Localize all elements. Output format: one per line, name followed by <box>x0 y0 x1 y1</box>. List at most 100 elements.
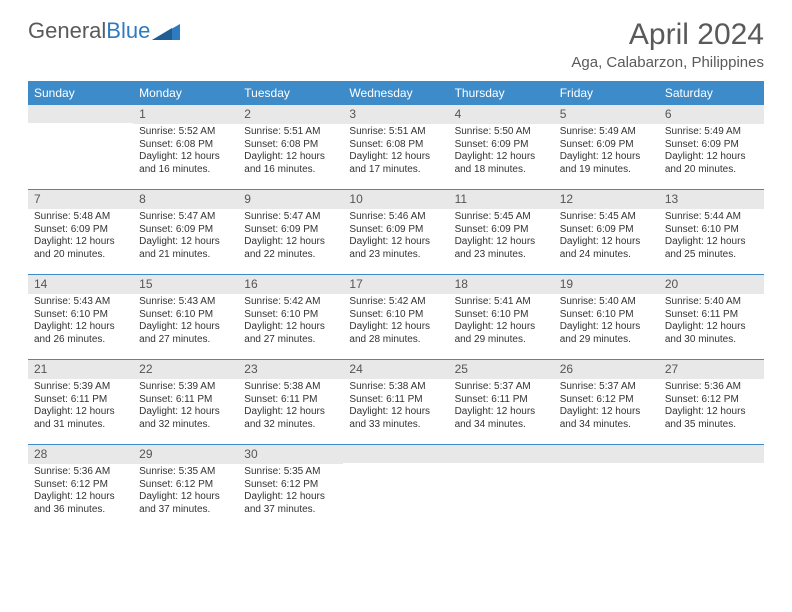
day-body: Sunrise: 5:52 AMSunset: 6:08 PMDaylight:… <box>133 124 238 180</box>
sunrise-text: Sunrise: 5:39 AM <box>34 381 127 394</box>
sunrise-text: Sunrise: 5:45 AM <box>560 211 653 224</box>
day-number: 17 <box>343 275 448 294</box>
sunrise-text: Sunrise: 5:44 AM <box>665 211 758 224</box>
day-cell: 22Sunrise: 5:39 AMSunset: 6:11 PMDayligh… <box>133 360 238 444</box>
day-body: Sunrise: 5:49 AMSunset: 6:09 PMDaylight:… <box>554 124 659 180</box>
sunrise-text: Sunrise: 5:39 AM <box>139 381 232 394</box>
day-body: Sunrise: 5:45 AMSunset: 6:09 PMDaylight:… <box>554 209 659 265</box>
daylight-text: Daylight: 12 hours and 16 minutes. <box>139 151 232 176</box>
dow-tuesday: Tuesday <box>238 81 343 105</box>
day-number: 20 <box>659 275 764 294</box>
daylight-text: Daylight: 12 hours and 22 minutes. <box>244 236 337 261</box>
day-cell: 18Sunrise: 5:41 AMSunset: 6:10 PMDayligh… <box>449 275 554 359</box>
daylight-text: Daylight: 12 hours and 37 minutes. <box>244 491 337 516</box>
sunrise-text: Sunrise: 5:45 AM <box>455 211 548 224</box>
logo-triangle-icon <box>152 22 180 40</box>
day-number: 28 <box>28 445 133 464</box>
day-body: Sunrise: 5:45 AMSunset: 6:09 PMDaylight:… <box>449 209 554 265</box>
day-number: 13 <box>659 190 764 209</box>
day-body: Sunrise: 5:39 AMSunset: 6:11 PMDaylight:… <box>133 379 238 435</box>
day-body: Sunrise: 5:42 AMSunset: 6:10 PMDaylight:… <box>238 294 343 350</box>
day-cell: 24Sunrise: 5:38 AMSunset: 6:11 PMDayligh… <box>343 360 448 444</box>
day-number: 19 <box>554 275 659 294</box>
daylight-text: Daylight: 12 hours and 16 minutes. <box>244 151 337 176</box>
day-number: 25 <box>449 360 554 379</box>
day-body: Sunrise: 5:51 AMSunset: 6:08 PMDaylight:… <box>343 124 448 180</box>
sunset-text: Sunset: 6:08 PM <box>349 139 442 152</box>
day-number: 14 <box>28 275 133 294</box>
sunset-text: Sunset: 6:11 PM <box>665 309 758 322</box>
day-number: 21 <box>28 360 133 379</box>
daylight-text: Daylight: 12 hours and 27 minutes. <box>139 321 232 346</box>
daylight-text: Daylight: 12 hours and 28 minutes. <box>349 321 442 346</box>
day-cell <box>659 445 764 529</box>
day-number: 1 <box>133 105 238 124</box>
sunset-text: Sunset: 6:12 PM <box>665 394 758 407</box>
daylight-text: Daylight: 12 hours and 20 minutes. <box>665 151 758 176</box>
day-number: 2 <box>238 105 343 124</box>
daylight-text: Daylight: 12 hours and 23 minutes. <box>455 236 548 261</box>
sunrise-text: Sunrise: 5:46 AM <box>349 211 442 224</box>
logo: GeneralBlue <box>28 18 180 44</box>
day-cell: 8Sunrise: 5:47 AMSunset: 6:09 PMDaylight… <box>133 190 238 274</box>
day-body: Sunrise: 5:38 AMSunset: 6:11 PMDaylight:… <box>343 379 448 435</box>
day-number: 26 <box>554 360 659 379</box>
sunrise-text: Sunrise: 5:47 AM <box>244 211 337 224</box>
day-cell: 14Sunrise: 5:43 AMSunset: 6:10 PMDayligh… <box>28 275 133 359</box>
day-number: 18 <box>449 275 554 294</box>
sunset-text: Sunset: 6:12 PM <box>34 479 127 492</box>
sunrise-text: Sunrise: 5:40 AM <box>665 296 758 309</box>
sunset-text: Sunset: 6:09 PM <box>349 224 442 237</box>
day-body: Sunrise: 5:37 AMSunset: 6:12 PMDaylight:… <box>554 379 659 435</box>
daylight-text: Daylight: 12 hours and 18 minutes. <box>455 151 548 176</box>
day-number <box>343 445 448 463</box>
dow-friday: Friday <box>554 81 659 105</box>
day-cell: 28Sunrise: 5:36 AMSunset: 6:12 PMDayligh… <box>28 445 133 529</box>
day-cell: 20Sunrise: 5:40 AMSunset: 6:11 PMDayligh… <box>659 275 764 359</box>
sunrise-text: Sunrise: 5:43 AM <box>34 296 127 309</box>
sunset-text: Sunset: 6:10 PM <box>244 309 337 322</box>
day-cell: 6Sunrise: 5:49 AMSunset: 6:09 PMDaylight… <box>659 105 764 189</box>
sunset-text: Sunset: 6:12 PM <box>139 479 232 492</box>
day-cell: 1Sunrise: 5:52 AMSunset: 6:08 PMDaylight… <box>133 105 238 189</box>
week-row: 7Sunrise: 5:48 AMSunset: 6:09 PMDaylight… <box>28 189 764 274</box>
day-number: 27 <box>659 360 764 379</box>
sunrise-text: Sunrise: 5:52 AM <box>139 126 232 139</box>
dow-saturday: Saturday <box>659 81 764 105</box>
day-body: Sunrise: 5:37 AMSunset: 6:11 PMDaylight:… <box>449 379 554 435</box>
daylight-text: Daylight: 12 hours and 30 minutes. <box>665 321 758 346</box>
dow-wednesday: Wednesday <box>343 81 448 105</box>
sunset-text: Sunset: 6:09 PM <box>455 224 548 237</box>
dow-monday: Monday <box>133 81 238 105</box>
day-body: Sunrise: 5:38 AMSunset: 6:11 PMDaylight:… <box>238 379 343 435</box>
day-cell: 3Sunrise: 5:51 AMSunset: 6:08 PMDaylight… <box>343 105 448 189</box>
day-number: 11 <box>449 190 554 209</box>
sunrise-text: Sunrise: 5:49 AM <box>560 126 653 139</box>
sunrise-text: Sunrise: 5:38 AM <box>349 381 442 394</box>
day-cell: 9Sunrise: 5:47 AMSunset: 6:09 PMDaylight… <box>238 190 343 274</box>
daylight-text: Daylight: 12 hours and 25 minutes. <box>665 236 758 261</box>
day-cell: 15Sunrise: 5:43 AMSunset: 6:10 PMDayligh… <box>133 275 238 359</box>
day-body: Sunrise: 5:39 AMSunset: 6:11 PMDaylight:… <box>28 379 133 435</box>
day-body: Sunrise: 5:49 AMSunset: 6:09 PMDaylight:… <box>659 124 764 180</box>
sunrise-text: Sunrise: 5:42 AM <box>244 296 337 309</box>
sunset-text: Sunset: 6:09 PM <box>244 224 337 237</box>
day-cell <box>554 445 659 529</box>
day-number: 22 <box>133 360 238 379</box>
day-body: Sunrise: 5:51 AMSunset: 6:08 PMDaylight:… <box>238 124 343 180</box>
day-cell: 29Sunrise: 5:35 AMSunset: 6:12 PMDayligh… <box>133 445 238 529</box>
sunrise-text: Sunrise: 5:38 AM <box>244 381 337 394</box>
sunset-text: Sunset: 6:09 PM <box>455 139 548 152</box>
daylight-text: Daylight: 12 hours and 19 minutes. <box>560 151 653 176</box>
daylight-text: Daylight: 12 hours and 23 minutes. <box>349 236 442 261</box>
day-number: 29 <box>133 445 238 464</box>
dow-thursday: Thursday <box>449 81 554 105</box>
sunset-text: Sunset: 6:11 PM <box>139 394 232 407</box>
day-number: 10 <box>343 190 448 209</box>
daylight-text: Daylight: 12 hours and 20 minutes. <box>34 236 127 261</box>
sunset-text: Sunset: 6:11 PM <box>349 394 442 407</box>
daylight-text: Daylight: 12 hours and 17 minutes. <box>349 151 442 176</box>
sunset-text: Sunset: 6:10 PM <box>349 309 442 322</box>
day-cell: 2Sunrise: 5:51 AMSunset: 6:08 PMDaylight… <box>238 105 343 189</box>
day-body: Sunrise: 5:40 AMSunset: 6:11 PMDaylight:… <box>659 294 764 350</box>
